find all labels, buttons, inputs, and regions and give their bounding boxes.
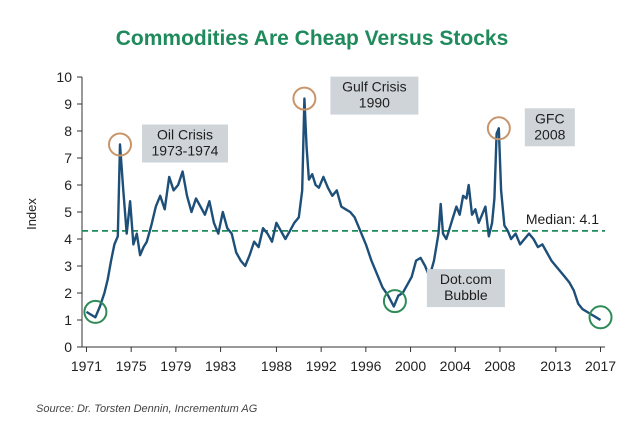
y-tick-label: 3 bbox=[64, 258, 72, 274]
callout-text: Bubble bbox=[444, 287, 488, 303]
y-tick-label: 7 bbox=[64, 150, 72, 166]
x-tick-label: 1996 bbox=[350, 358, 381, 374]
y-axis: 0 1 2 3 4 5 6 7 8 9 10 bbox=[56, 69, 83, 355]
callout-text: Dot.com bbox=[440, 271, 492, 287]
y-axis-label: Index bbox=[24, 198, 39, 230]
y-tick-label: 8 bbox=[64, 123, 72, 139]
x-tick-label: 2017 bbox=[585, 358, 616, 374]
highlight-circle bbox=[588, 305, 613, 330]
x-axis: 1971 1975 1979 1983 1988 1992 1996 2000 2004 2008… bbox=[71, 346, 616, 374]
source-note: Source: Dr. Torsten Dennin, Incrementum … bbox=[36, 403, 258, 415]
x-tick-label: 1971 bbox=[71, 358, 102, 374]
highlight-circle bbox=[486, 116, 511, 141]
callout-box bbox=[330, 76, 419, 115]
median-label: Median: 4.1 bbox=[526, 211, 599, 227]
x-tick-label: 1983 bbox=[205, 358, 236, 374]
highlight-circle bbox=[107, 132, 132, 157]
callout-box bbox=[426, 269, 505, 308]
median-layer: Median: 4.1 bbox=[82, 211, 605, 232]
callout-text: 2008 bbox=[534, 126, 565, 142]
callout-text: 1973-1974 bbox=[152, 143, 219, 159]
y-tick-label: 9 bbox=[64, 96, 72, 112]
y-tick-label: 6 bbox=[64, 177, 72, 193]
y-tick-label: 2 bbox=[64, 285, 72, 301]
highlight-circle bbox=[292, 86, 317, 111]
x-tick-label: 1992 bbox=[306, 358, 337, 374]
callout-box bbox=[141, 124, 228, 163]
callout-text: Gulf Crisis bbox=[342, 79, 407, 95]
y-tick-label: 1 bbox=[64, 312, 72, 328]
y-tick-label: 10 bbox=[56, 69, 72, 85]
highlight-circle bbox=[83, 299, 108, 324]
x-tick-label: 2008 bbox=[484, 358, 515, 374]
callout-text: GFC bbox=[535, 110, 565, 126]
callout-box bbox=[524, 108, 575, 147]
x-tick-label: 1975 bbox=[116, 358, 147, 374]
y-tick-label: 5 bbox=[64, 204, 72, 220]
x-tick-label: 2013 bbox=[540, 358, 571, 374]
x-tick-label: 1988 bbox=[261, 358, 292, 374]
y-tick-label: 0 bbox=[64, 339, 72, 355]
x-tick-label: 2004 bbox=[440, 358, 471, 374]
series-layer bbox=[85, 97, 602, 322]
callout-text: 1990 bbox=[359, 95, 390, 111]
callout-text: Oil Crisis bbox=[157, 127, 213, 143]
x-tick-label: 1979 bbox=[160, 358, 191, 374]
y-tick-label: 4 bbox=[64, 231, 72, 247]
highlight-circle bbox=[382, 289, 407, 314]
chart-title: Commodities Are Cheap Versus Stocks bbox=[116, 27, 509, 50]
x-tick-label: 2000 bbox=[395, 358, 426, 374]
series-line-0 bbox=[85, 97, 602, 322]
